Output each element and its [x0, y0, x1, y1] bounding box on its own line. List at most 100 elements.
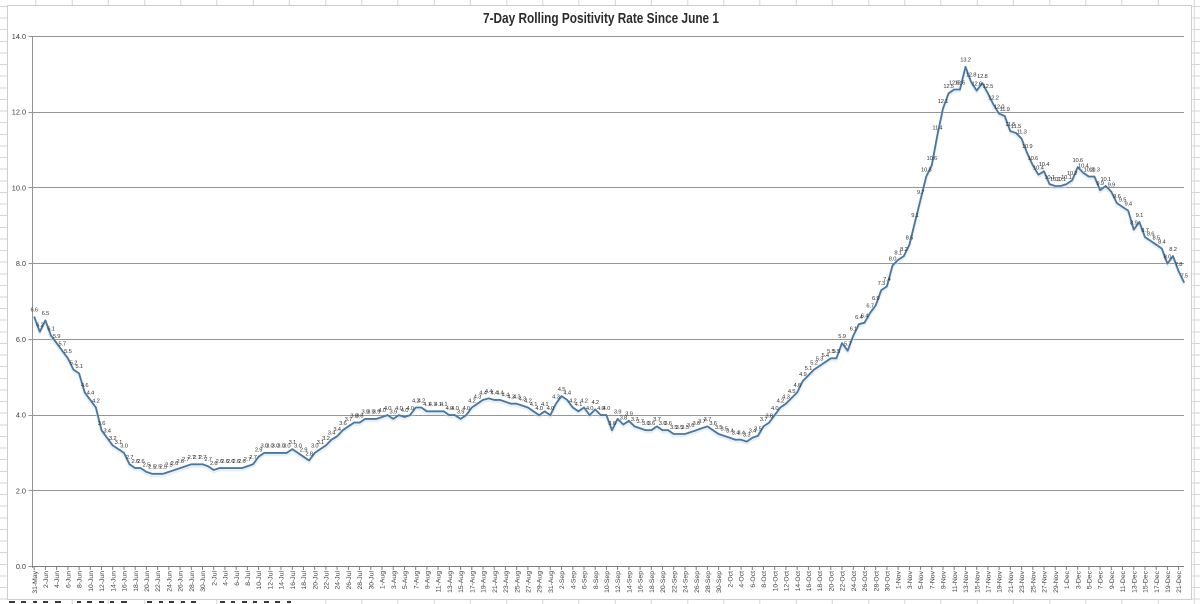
- svg-text:6.7: 6.7: [866, 304, 873, 310]
- svg-text:4.0: 4.0: [597, 406, 604, 412]
- svg-text:5.5: 5.5: [827, 349, 834, 355]
- svg-text:2.6: 2.6: [216, 459, 223, 465]
- svg-text:4.2: 4.2: [92, 398, 99, 404]
- svg-text:18-Jul: 18-Jul: [301, 571, 308, 590]
- svg-text:4.0: 4.0: [771, 406, 778, 412]
- svg-text:10-Jul: 10-Jul: [256, 571, 263, 590]
- svg-text:5-Dec: 5-Dec: [1087, 570, 1094, 589]
- svg-text:2.6: 2.6: [232, 459, 239, 465]
- svg-text:4.1: 4.1: [530, 402, 537, 408]
- svg-text:4.0: 4.0: [451, 406, 458, 412]
- svg-text:12.8: 12.8: [966, 73, 976, 79]
- svg-text:14-Jul: 14-Jul: [279, 571, 286, 590]
- svg-text:2.7: 2.7: [126, 455, 133, 461]
- svg-text:2-Jul: 2-Jul: [211, 571, 218, 586]
- svg-text:8.7: 8.7: [1141, 228, 1148, 234]
- svg-text:6-Jul: 6-Jul: [234, 571, 241, 586]
- svg-text:8.5: 8.5: [1152, 236, 1159, 242]
- svg-text:2-Jun: 2-Jun: [43, 571, 50, 588]
- svg-text:0.0: 0.0: [16, 562, 26, 571]
- svg-text:25-Aug: 25-Aug: [514, 571, 521, 593]
- svg-text:4-Jul: 4-Jul: [223, 571, 230, 586]
- svg-text:6.6: 6.6: [30, 307, 37, 313]
- svg-text:3.0: 3.0: [272, 444, 279, 450]
- svg-text:12.6: 12.6: [955, 80, 965, 86]
- svg-text:3.7: 3.7: [653, 417, 660, 423]
- svg-text:7.8: 7.8: [1175, 262, 1182, 268]
- svg-text:3.0: 3.0: [277, 444, 284, 450]
- svg-text:3.7: 3.7: [760, 417, 767, 423]
- svg-text:10.4: 10.4: [1033, 166, 1044, 172]
- svg-text:3.2: 3.2: [322, 436, 329, 442]
- svg-text:3.9: 3.9: [367, 410, 374, 416]
- svg-text:25-Nov: 25-Nov: [1030, 570, 1037, 593]
- svg-text:3.5: 3.5: [681, 425, 688, 431]
- svg-text:21-Aug: 21-Aug: [492, 571, 499, 593]
- svg-text:4.0: 4.0: [586, 406, 593, 412]
- svg-text:19-Nov: 19-Nov: [997, 570, 1004, 593]
- svg-text:4.3: 4.3: [474, 395, 481, 401]
- svg-text:4.0: 4.0: [603, 406, 610, 412]
- svg-text:3.0: 3.0: [283, 444, 290, 450]
- svg-text:22-Jun: 22-Jun: [155, 571, 162, 592]
- svg-text:3.1: 3.1: [317, 440, 324, 446]
- svg-text:18-Jun: 18-Jun: [133, 571, 140, 592]
- svg-text:11-Nov: 11-Nov: [952, 570, 959, 592]
- svg-text:12.5: 12.5: [943, 84, 953, 90]
- svg-text:12-Oct: 12-Oct: [784, 571, 791, 592]
- svg-text:3.6: 3.6: [339, 421, 346, 427]
- svg-text:2.6: 2.6: [210, 461, 217, 467]
- svg-text:8-Oct: 8-Oct: [761, 571, 768, 588]
- svg-text:14.0: 14.0: [12, 32, 26, 41]
- svg-text:4.6: 4.6: [793, 383, 800, 389]
- svg-text:7-Nov: 7-Nov: [929, 570, 936, 589]
- svg-text:3.2: 3.2: [109, 436, 116, 442]
- svg-text:6-Jun: 6-Jun: [66, 571, 73, 588]
- svg-text:6-Sep: 6-Sep: [582, 571, 589, 589]
- svg-text:4.0: 4.0: [395, 406, 402, 412]
- svg-text:12.8: 12.8: [977, 74, 987, 80]
- svg-text:2-Oct: 2-Oct: [727, 571, 734, 588]
- svg-text:3.1: 3.1: [289, 440, 296, 446]
- svg-text:4.2: 4.2: [580, 398, 587, 404]
- svg-text:3.4: 3.4: [726, 429, 734, 435]
- svg-text:9-Dec: 9-Dec: [1109, 570, 1116, 589]
- svg-text:12.6: 12.6: [971, 81, 981, 87]
- svg-text:14-Jun: 14-Jun: [110, 571, 117, 592]
- svg-text:3.8: 3.8: [350, 413, 357, 419]
- svg-text:8.2: 8.2: [900, 247, 907, 253]
- svg-text:5.7: 5.7: [58, 342, 65, 348]
- svg-text:3.9: 3.9: [361, 410, 368, 416]
- svg-text:2.0: 2.0: [16, 486, 26, 495]
- svg-text:10.6: 10.6: [1028, 156, 1038, 162]
- svg-text:2.7: 2.7: [199, 455, 206, 461]
- svg-text:10.4: 10.4: [1078, 164, 1089, 170]
- svg-text:10.3: 10.3: [1084, 167, 1094, 173]
- svg-text:9.5: 9.5: [1119, 198, 1126, 204]
- svg-text:4.2: 4.2: [591, 400, 598, 406]
- svg-text:22-Oct: 22-Oct: [840, 571, 847, 592]
- svg-text:8.5: 8.5: [906, 236, 913, 242]
- svg-text:4.5: 4.5: [558, 387, 565, 393]
- svg-text:12-Jul: 12-Jul: [267, 571, 274, 590]
- svg-text:18-Sep: 18-Sep: [649, 571, 656, 593]
- svg-text:4.1: 4.1: [423, 402, 430, 408]
- svg-text:5-Nov: 5-Nov: [918, 570, 925, 589]
- svg-text:3.6: 3.6: [709, 421, 716, 427]
- svg-text:10.9: 10.9: [1022, 144, 1032, 150]
- svg-text:2.6: 2.6: [227, 459, 234, 465]
- svg-text:2.6: 2.6: [176, 459, 183, 465]
- svg-text:22-Jul: 22-Jul: [324, 571, 331, 590]
- svg-text:4.0: 4.0: [401, 408, 408, 414]
- svg-text:3.6: 3.6: [608, 421, 615, 427]
- svg-text:5.2: 5.2: [810, 360, 817, 366]
- svg-text:15-Nov: 15-Nov: [974, 570, 981, 593]
- svg-text:9.9: 9.9: [1108, 183, 1115, 189]
- svg-text:4.4: 4.4: [496, 391, 504, 397]
- svg-text:3.4: 3.4: [333, 427, 341, 433]
- svg-text:19-Aug: 19-Aug: [481, 571, 488, 593]
- svg-text:10.1: 10.1: [1050, 177, 1060, 183]
- svg-text:4.2: 4.2: [412, 398, 419, 404]
- svg-text:17-Dec: 17-Dec: [1154, 570, 1161, 593]
- svg-text:4-Sep: 4-Sep: [570, 571, 577, 589]
